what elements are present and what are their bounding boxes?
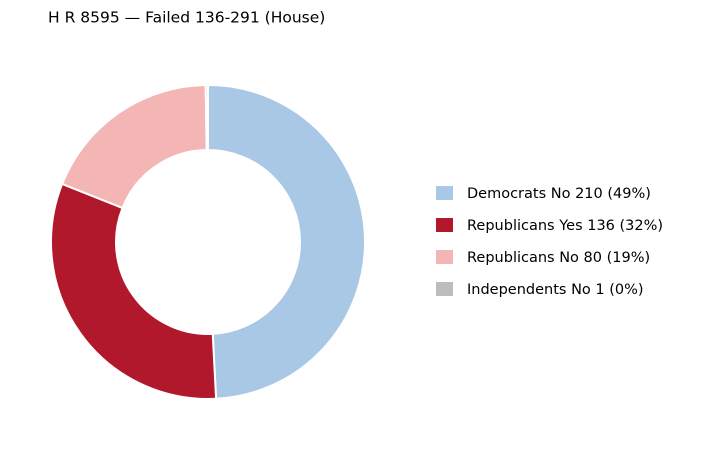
legend-label: Independents No 1 (0%) [467,282,644,298]
donut-slice [60,84,208,210]
donut-slice [50,182,218,400]
legend-swatch [436,218,453,232]
legend-swatch [436,282,453,296]
donut-slice [204,83,209,152]
legend-label: Republicans Yes 136 (32%) [467,218,663,234]
legend-swatch [436,186,453,200]
legend-swatch [436,250,453,264]
chart-title: H R 8595 — Failed 136-291 (House) [48,9,325,27]
legend-label: Republicans No 80 (19%) [467,250,650,266]
legend-label: Democrats No 210 (49%) [467,186,651,202]
donut-slice [207,83,366,400]
